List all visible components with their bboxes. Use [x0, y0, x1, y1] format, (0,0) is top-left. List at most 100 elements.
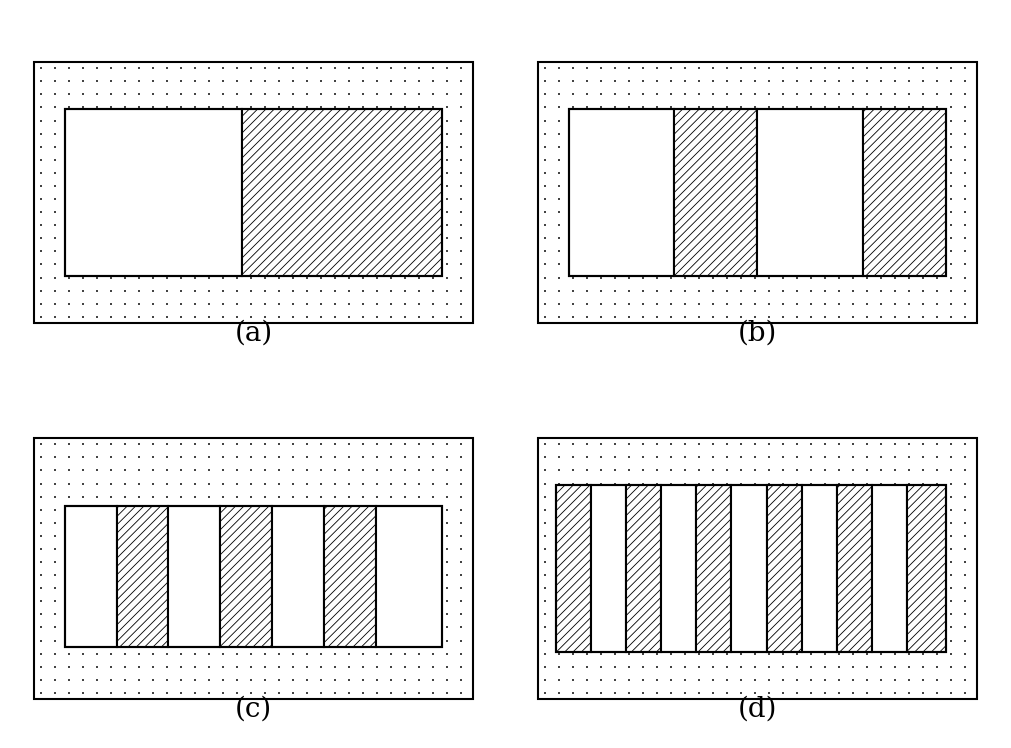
Point: [901, 569, 917, 581]
Point: [607, 141, 623, 153]
Point: [565, 660, 581, 672]
Point: [425, 503, 441, 515]
Point: [257, 648, 273, 660]
Point: [313, 128, 330, 140]
Point: [75, 517, 91, 529]
Point: [761, 114, 777, 126]
Point: [747, 595, 763, 607]
Point: [146, 451, 162, 463]
Point: [607, 167, 623, 179]
Bar: [375, 506, 442, 647]
Point: [173, 141, 189, 153]
Point: [328, 102, 344, 114]
Point: [229, 648, 246, 660]
Point: [33, 259, 50, 271]
Point: [663, 582, 679, 594]
Point: [328, 180, 344, 192]
Point: [187, 648, 203, 660]
Point: [747, 556, 763, 568]
Point: [103, 114, 119, 126]
Point: [845, 438, 861, 450]
Point: [159, 233, 175, 245]
Point: [747, 503, 763, 515]
Point: [719, 503, 735, 515]
Point: [692, 102, 708, 114]
Point: [929, 272, 945, 283]
Point: [621, 503, 637, 515]
Point: [621, 219, 637, 231]
Point: [341, 438, 357, 450]
Point: [229, 503, 246, 515]
Point: [215, 245, 232, 257]
Point: [859, 285, 876, 297]
Point: [621, 582, 637, 594]
Point: [551, 451, 567, 463]
Point: [271, 259, 287, 271]
Point: [425, 298, 441, 310]
Point: [439, 259, 455, 271]
Point: [943, 298, 959, 310]
Point: [551, 310, 567, 322]
Point: [775, 62, 792, 74]
Point: [187, 114, 203, 126]
Point: [621, 62, 637, 74]
Point: [607, 622, 623, 634]
Point: [131, 114, 148, 126]
Point: [733, 491, 749, 503]
Point: [705, 556, 721, 568]
Point: [425, 102, 441, 114]
Point: [635, 503, 651, 515]
Point: [103, 608, 119, 620]
Point: [355, 310, 371, 322]
Point: [803, 687, 819, 699]
Point: [369, 634, 385, 646]
Point: [705, 477, 721, 489]
Point: [859, 569, 876, 581]
Point: [439, 62, 455, 74]
Point: [607, 477, 623, 489]
Point: [285, 285, 301, 297]
Point: [537, 272, 553, 283]
Point: [146, 193, 162, 205]
Point: [635, 88, 651, 100]
Point: [369, 128, 385, 140]
Point: [328, 451, 344, 463]
Point: [117, 206, 133, 218]
Point: [733, 517, 749, 529]
Point: [453, 556, 469, 568]
Point: [733, 193, 749, 205]
Point: [663, 180, 679, 192]
Point: [747, 310, 763, 322]
Point: [579, 569, 595, 581]
Point: [369, 298, 385, 310]
Point: [271, 141, 287, 153]
Point: [159, 491, 175, 503]
Point: [635, 648, 651, 660]
Point: [75, 114, 91, 126]
Point: [48, 180, 64, 192]
Point: [89, 114, 105, 126]
Point: [215, 114, 232, 126]
Point: [201, 556, 217, 568]
Point: [131, 310, 148, 322]
Point: [593, 569, 610, 581]
Point: [859, 102, 876, 114]
Point: [859, 62, 876, 74]
Point: [215, 491, 232, 503]
Point: [733, 608, 749, 620]
Point: [411, 543, 428, 555]
Point: [831, 114, 847, 126]
Point: [439, 76, 455, 88]
Point: [397, 608, 413, 620]
Point: [705, 582, 721, 594]
Point: [61, 102, 77, 114]
Point: [229, 102, 246, 114]
Point: [915, 648, 931, 660]
Point: [187, 206, 203, 218]
Point: [48, 503, 64, 515]
Point: [131, 219, 148, 231]
Point: [89, 634, 105, 646]
Point: [187, 245, 203, 257]
Point: [187, 141, 203, 153]
Point: [579, 206, 595, 218]
